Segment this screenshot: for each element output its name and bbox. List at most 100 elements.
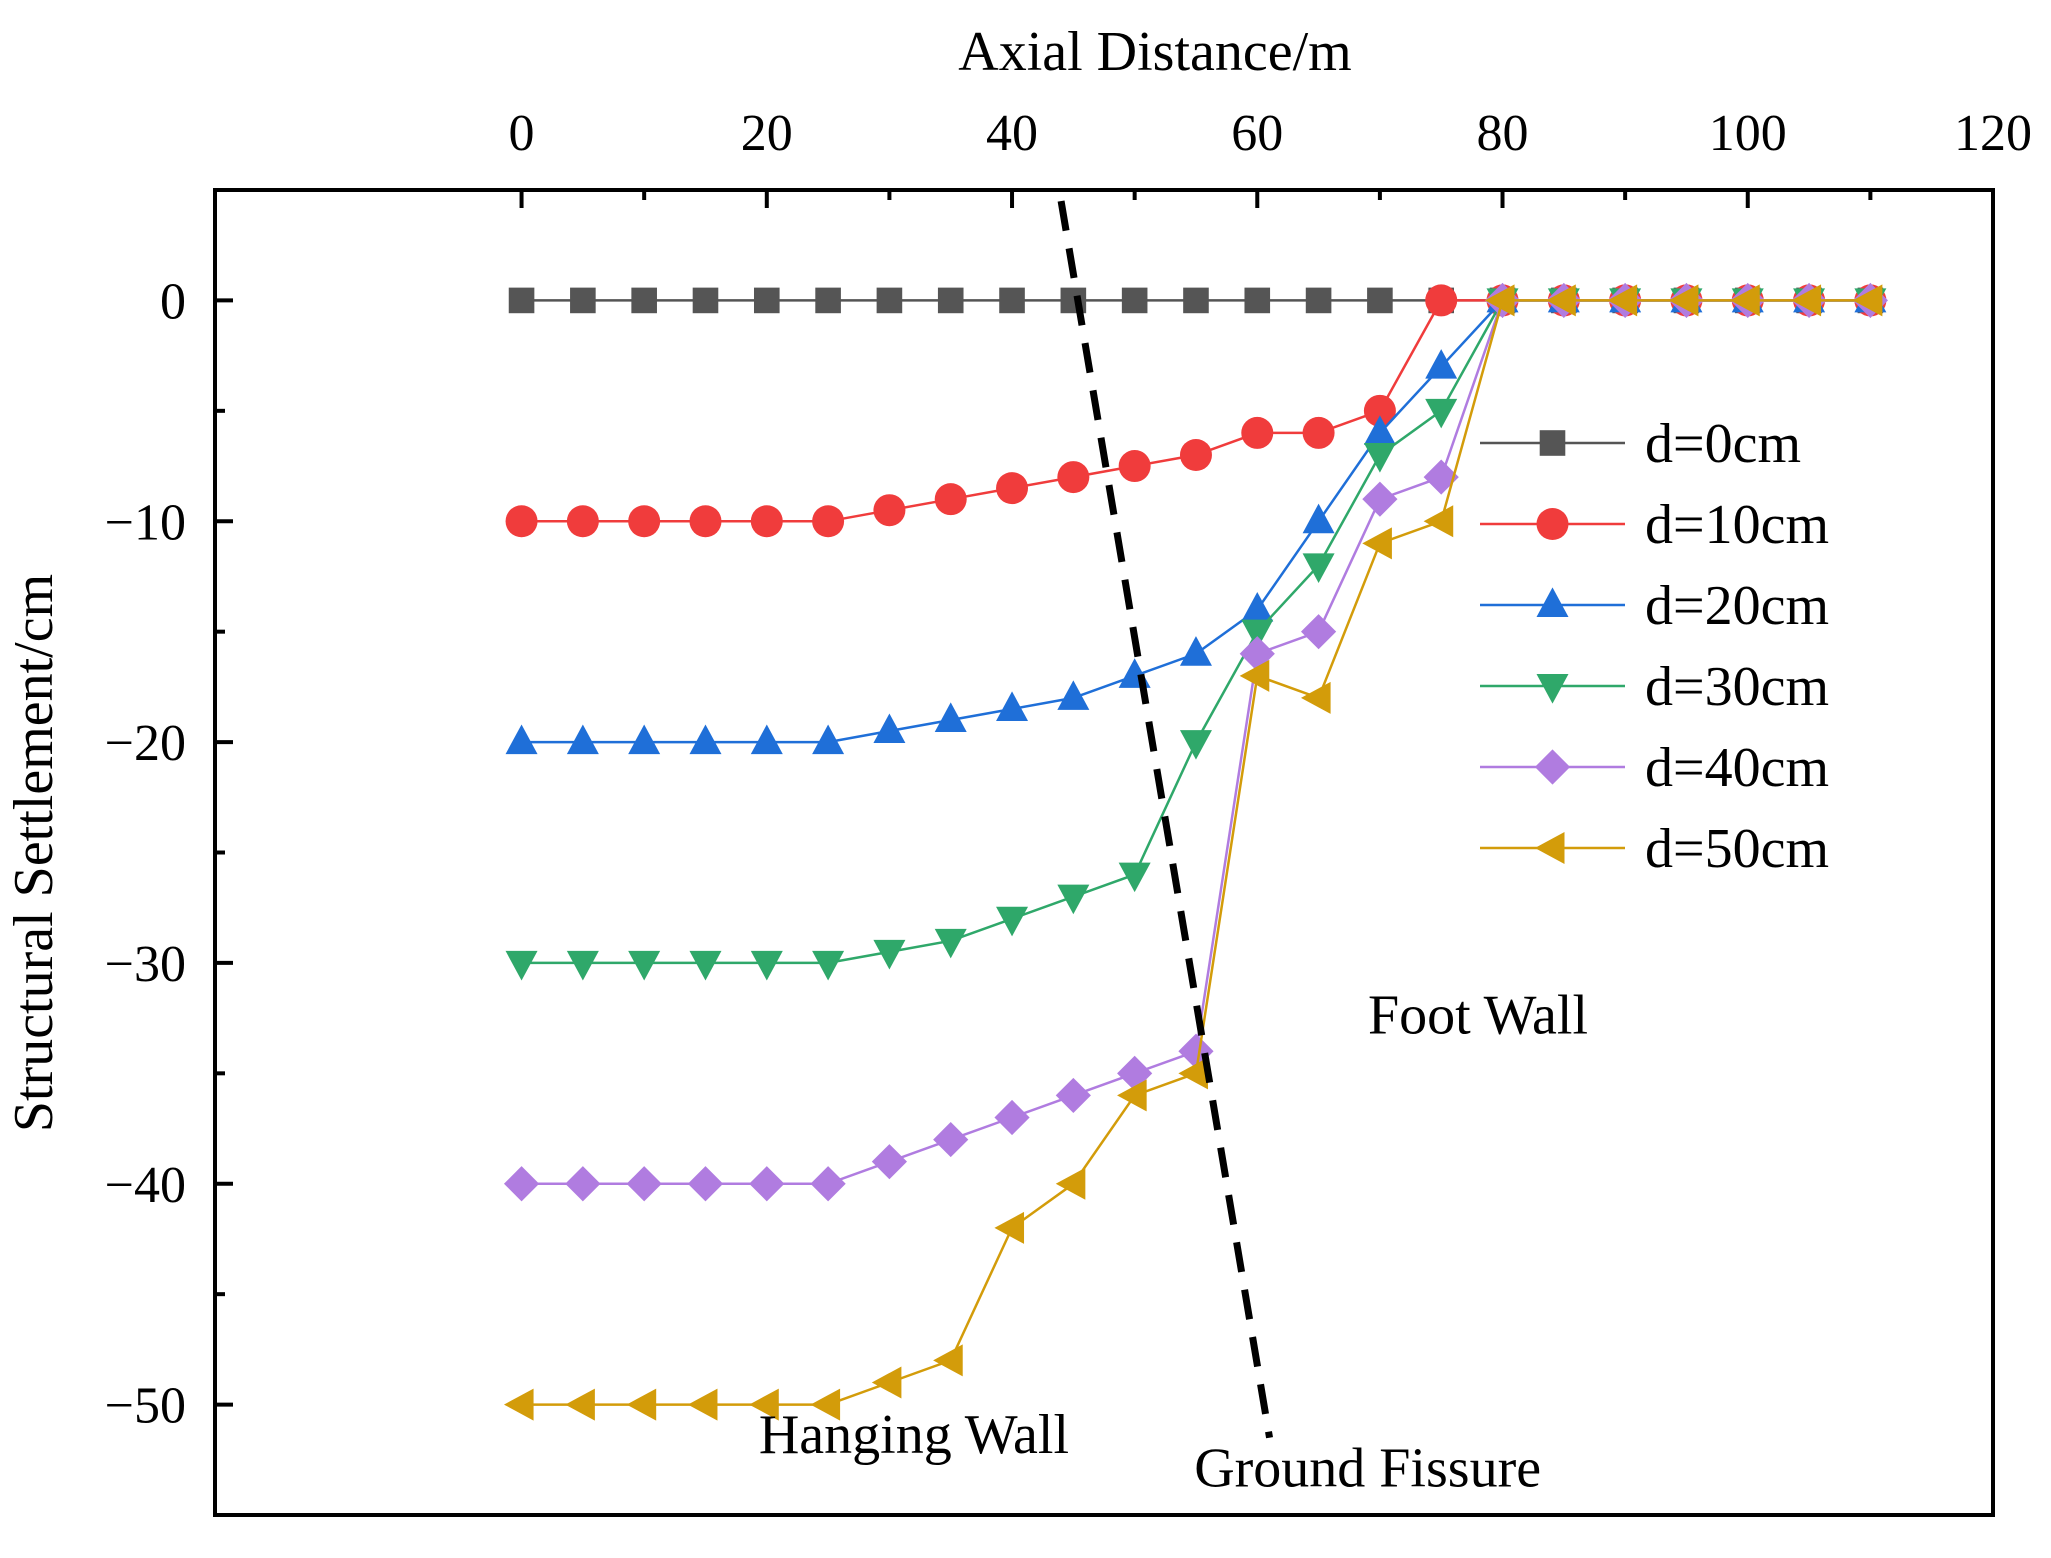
data-point <box>1055 1167 1086 1200</box>
data-point <box>1425 284 1458 317</box>
y-tick-label: 0 <box>160 273 186 330</box>
data-point <box>933 1344 963 1377</box>
legend-entry: d=0cm <box>1480 413 1801 475</box>
y-tick-label: −30 <box>105 936 186 993</box>
data-point <box>1730 284 1760 317</box>
legend-marker <box>1534 832 1565 864</box>
data-point <box>750 950 783 981</box>
data-point <box>1668 284 1699 317</box>
data-point <box>937 287 964 314</box>
x-tick-label: 40 <box>986 105 1038 162</box>
data-point <box>1302 503 1335 534</box>
legend-label: d=20cm <box>1645 575 1829 637</box>
data-point <box>1300 681 1331 714</box>
data-point <box>873 494 906 527</box>
data-point <box>750 505 783 538</box>
y-tick-label: −50 <box>105 1378 186 1435</box>
data-point <box>1241 619 1274 650</box>
data-point <box>1179 636 1212 666</box>
data-point <box>749 1166 785 1202</box>
data-point <box>1239 636 1275 672</box>
annotation-foot-wall: Foot Wall <box>1368 985 1588 1047</box>
data-point <box>994 1211 1025 1244</box>
data-point <box>873 713 906 744</box>
data-point <box>996 906 1029 937</box>
y-tick-label: −40 <box>105 1157 186 1214</box>
data-point <box>565 1388 595 1421</box>
data-point <box>1363 443 1396 473</box>
data-point <box>689 724 722 755</box>
data-point <box>815 287 841 314</box>
y-tick-label: −10 <box>105 494 186 551</box>
data-point <box>1305 287 1332 314</box>
data-point <box>505 950 538 981</box>
data-point <box>934 702 967 732</box>
annotation-hanging-wall: Hanging Wall <box>759 1404 1069 1466</box>
data-point <box>1241 416 1274 449</box>
data-point <box>1183 287 1209 314</box>
data-point <box>687 1166 724 1202</box>
data-point <box>1118 862 1151 893</box>
ground-fissure-line <box>1057 200 1273 1439</box>
legend-label: d=50cm <box>1645 818 1829 880</box>
data-point <box>934 483 967 516</box>
x-tick-label: 80 <box>1477 105 1529 162</box>
x-tick-label: 60 <box>1231 105 1283 162</box>
data-point <box>1057 884 1090 915</box>
data-point <box>1484 284 1515 317</box>
legend-marker <box>1536 587 1569 617</box>
data-point <box>1302 553 1335 584</box>
x-axis-ticks: 0 20 40 60 80 100 120 <box>509 105 2032 208</box>
legend-entry: d=30cm <box>1480 656 1829 718</box>
data-point <box>508 287 535 314</box>
ground-fissure-layer <box>1057 200 1273 1439</box>
legend-entry: d=10cm <box>1480 494 1829 556</box>
legend-marker <box>1536 674 1569 704</box>
data-point <box>871 1144 908 1180</box>
data-point <box>503 1166 540 1202</box>
x-tick-label: 120 <box>1954 105 2032 162</box>
data-point <box>749 1388 779 1421</box>
data-point <box>999 287 1025 314</box>
data-point <box>1367 287 1393 314</box>
data-point <box>692 287 719 314</box>
legend-entry: d=50cm <box>1480 818 1829 880</box>
series-layer <box>503 282 1888 1421</box>
data-point <box>689 950 722 981</box>
x-tick-label: 100 <box>1709 105 1787 162</box>
annotation-ground-fissure: Ground Fissure <box>1194 1437 1541 1499</box>
data-point <box>934 928 967 959</box>
x-tick-label: 20 <box>741 105 793 162</box>
legend-marker <box>1534 749 1571 785</box>
data-point <box>505 505 538 538</box>
data-point <box>871 1366 902 1399</box>
data-point <box>626 1388 657 1421</box>
data-point <box>996 691 1029 721</box>
data-point <box>1852 284 1883 317</box>
data-point <box>1300 614 1337 650</box>
data-point <box>1244 287 1271 314</box>
data-point <box>1241 591 1274 622</box>
x-axis-title: Axial Distance/m <box>958 21 1351 83</box>
data-point <box>876 287 903 314</box>
y-axis-ticks: 0 −10 −20 −30 −40 −50 <box>105 273 233 1435</box>
data-point <box>1178 1057 1208 1090</box>
legend-marker <box>1539 430 1566 456</box>
data-point <box>505 724 538 755</box>
legend: d=0cm d=10cm d=20cm d=30cm d=40cm d=50cm <box>1480 413 1829 880</box>
data-point <box>1179 439 1212 471</box>
data-point <box>570 287 596 314</box>
data-point <box>753 287 780 314</box>
data-point <box>1363 394 1396 427</box>
data-point <box>1791 284 1822 317</box>
data-point <box>1546 284 1576 317</box>
data-point <box>994 1099 1030 1136</box>
data-point <box>1239 659 1270 692</box>
y-axis-title: Structural Settlement/cm <box>3 574 65 1132</box>
plot-frame <box>213 188 1995 1517</box>
data-point <box>628 950 661 981</box>
data-point <box>689 505 722 538</box>
data-point <box>566 950 599 981</box>
